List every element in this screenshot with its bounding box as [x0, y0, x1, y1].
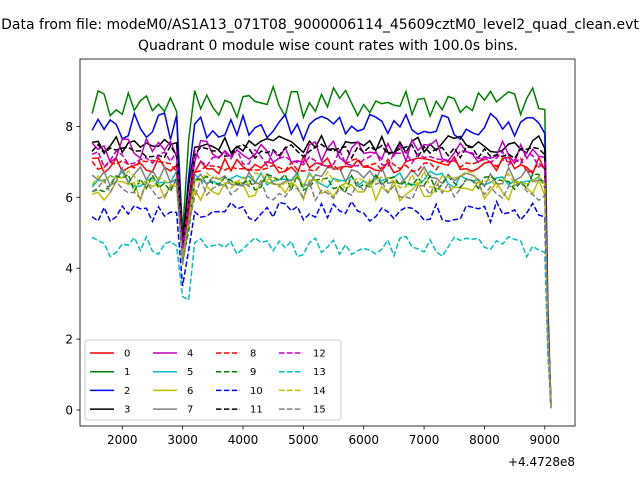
series-line-14 [91, 168, 552, 407]
x-tick-label: 6000 [348, 433, 379, 447]
series-line-1 [91, 84, 552, 404]
legend-box [84, 339, 342, 421]
legend-label-11: 11 [250, 405, 263, 416]
legend-label-7: 7 [187, 405, 193, 416]
series-line-11 [91, 143, 552, 407]
series-line-12 [91, 147, 552, 405]
x-tick-label: 3000 [167, 433, 198, 447]
x-tick-label: 4000 [228, 433, 259, 447]
legend-label-6: 6 [187, 386, 193, 397]
y-tick-label: 0 [65, 404, 73, 418]
series-line-4 [91, 136, 552, 404]
legend-label-13: 13 [313, 367, 326, 378]
y-tick-label: 6 [65, 191, 73, 205]
chart-title: Quadrant 0 module wise count rates with … [138, 38, 518, 54]
series-line-10 [91, 199, 552, 407]
series-line-15 [91, 177, 552, 409]
x-tick-label: 2000 [107, 433, 138, 447]
legend-label-2: 2 [124, 386, 130, 397]
series-group [79, 58, 576, 427]
y-tick-label: 2 [65, 333, 73, 347]
series-line-9 [91, 172, 552, 405]
legend-label-5: 5 [187, 367, 193, 378]
legend-label-15: 15 [313, 405, 326, 416]
legend-label-3: 3 [124, 405, 130, 416]
legend-label-8: 8 [250, 349, 256, 360]
legend-label-10: 10 [250, 386, 263, 397]
y-tick-label: 8 [65, 120, 73, 134]
x-tick-label: 7000 [409, 433, 440, 447]
series-line-2 [91, 111, 552, 405]
x-tick-label: 9000 [530, 433, 561, 447]
legend-label-1: 1 [124, 367, 130, 378]
series-line-8 [91, 157, 552, 404]
legend-label-4: 4 [187, 349, 193, 360]
legend-label-0: 0 [124, 349, 130, 360]
figure-suptitle: Data from file: modeM0/AS1A13_071T08_900… [1, 17, 639, 33]
axes-border [79, 58, 576, 427]
x-tick-label: 5000 [288, 433, 319, 447]
legend-label-12: 12 [313, 349, 326, 360]
series-line-0 [92, 154, 552, 402]
legend-label-9: 9 [250, 367, 256, 378]
x-offset-label: +4.4728e8 [508, 455, 575, 469]
legend-label-14: 14 [313, 386, 326, 397]
tick-group: 2000 3000 4000 5000 6000 7000 8000 9000 0 2 4 6 8 [65, 120, 560, 447]
x-tick-label: 8000 [469, 433, 500, 447]
series-line-7 [91, 165, 552, 407]
y-tick-label: 4 [65, 262, 73, 276]
series-line-13 [91, 234, 552, 409]
